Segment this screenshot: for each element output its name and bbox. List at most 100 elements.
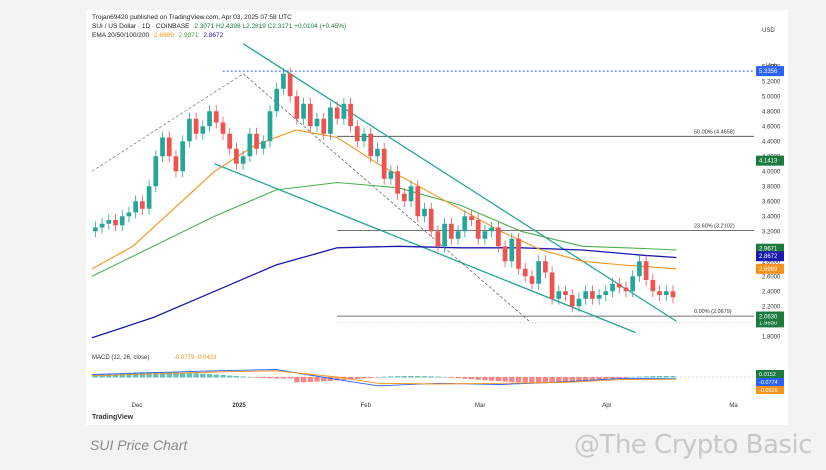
macd-bar-39 (354, 377, 360, 379)
tradingview-logo: TradingView (92, 414, 134, 421)
macd-bar-34 (321, 377, 327, 382)
low-value-text: 1.9850 (759, 320, 778, 326)
candle-body-9 (153, 156, 159, 187)
high-label: High (766, 63, 777, 69)
macd-bar-46 (401, 376, 408, 378)
candle-body-83 (650, 280, 656, 292)
candle-body-72 (576, 298, 582, 307)
candle-body-15 (193, 118, 199, 134)
macd-bar-82 (643, 376, 649, 378)
macd-tag-0 (756, 370, 784, 378)
high-value-text: 5.3356 (759, 69, 778, 75)
ema20-value: 2.6989 (153, 32, 174, 39)
macd-bar-12 (173, 372, 179, 378)
macd-tag-1 (756, 378, 784, 386)
y-tick-label-13: 2.8000 (762, 259, 781, 265)
x-tick-label-5: Ma (729, 403, 738, 409)
macd-bar-65 (529, 377, 535, 383)
macd-bar-86 (670, 376, 676, 378)
macd-bar-3 (112, 373, 119, 378)
macd-bar-83 (650, 376, 656, 378)
y-tick-label-2: 5.0000 (762, 94, 781, 100)
macd-bar-81 (636, 376, 643, 378)
candle-body-24 (254, 133, 259, 149)
candle-body-25 (260, 141, 266, 149)
macd-bar-59 (488, 377, 495, 381)
macd-bar-66 (535, 377, 542, 383)
candle-body-85 (663, 291, 669, 295)
macd-tag-text-1: -0.0774 (759, 380, 778, 386)
currency-label: USD (762, 28, 775, 34)
fib-label-1: 23.60% (3.2102) (694, 223, 735, 229)
candle-body-32 (307, 103, 313, 127)
macd-bar-56 (468, 377, 475, 380)
macd-bar-47 (408, 376, 414, 378)
candle-body-18 (213, 111, 219, 123)
macd-bar-10 (159, 372, 166, 378)
macd-bar-80 (630, 376, 636, 378)
candle-body-62 (509, 238, 515, 262)
macd-bar-54 (455, 377, 461, 379)
fib-label-2: 0.00% (2.0679) (694, 309, 732, 315)
macd-bar-61 (502, 377, 508, 382)
macd-panel: 0.0152 -0.0774 -0.0926 (91, 369, 784, 394)
candle-body-13 (180, 141, 186, 172)
macd-bar-78 (616, 377, 622, 379)
macd-bar-41 (368, 377, 374, 378)
price-tag-3 (756, 263, 784, 274)
y-axis: 5.40005.20005.00004.80004.60004.40004.20… (762, 64, 781, 340)
macd-bar-51 (435, 376, 441, 378)
macd-bar-40 (361, 377, 367, 379)
trend-dashed-down (242, 73, 530, 322)
x-tick-label-1: 2025 (232, 403, 246, 409)
candle-body-30 (294, 96, 300, 119)
macd-bar-23 (247, 376, 253, 378)
candle-body-74 (590, 291, 595, 299)
price-chart-svg[interactable]: USD 5.40005.20005.00004.80004.60004.4000… (86, 10, 788, 425)
price-tag-4 (756, 311, 784, 322)
candle-body-77 (610, 283, 615, 292)
y-tick-label-4: 4.6000 (762, 124, 781, 130)
macd-bar-5 (126, 372, 132, 378)
low-value-tag (756, 317, 784, 328)
ema50-value: 2.9871 (178, 32, 199, 39)
candle-body-44 (388, 171, 394, 179)
candle-body-39 (354, 126, 360, 142)
ema200-line (91, 245, 677, 339)
macd-bar-32 (307, 377, 313, 382)
macd-bar-4 (119, 373, 125, 378)
candle-body-41 (368, 133, 374, 157)
candle-body-47 (408, 186, 414, 202)
candle-body-35 (328, 107, 333, 134)
candle-body-22 (240, 156, 246, 164)
macd-bar-70 (562, 377, 569, 382)
candle-body-73 (583, 291, 589, 299)
macd-bar-55 (462, 377, 468, 379)
candle-body-70 (563, 291, 568, 295)
macd-bar-19 (220, 375, 226, 378)
ohlc-values: 2.3071 H2.4398 L2.2819 C2.3171 +0.0104 (… (194, 23, 347, 30)
symbol-name: SUI / US Dollar · 1D · COINBASE (92, 23, 190, 30)
brand-watermark: @The Crypto Basic (573, 430, 813, 460)
macd-bar-33 (314, 377, 320, 382)
macd-bar-69 (556, 377, 562, 383)
price-tag-text-1: 2.9671 (759, 247, 778, 253)
macd-bar-84 (656, 376, 663, 378)
macd-tag-2 (756, 386, 784, 394)
candle-body-14 (187, 118, 192, 142)
channel-lower (214, 163, 636, 334)
macd-bar-42 (374, 377, 381, 378)
candle-body-75 (596, 295, 602, 299)
macd-bar-24 (253, 377, 260, 378)
price-tags: High5.3356Low1.98504.14132.96712.86722.6… (222, 63, 784, 329)
candle-body-52 (442, 223, 447, 247)
macd-bar-74 (589, 377, 596, 381)
macd-values: -0.0779 -0.0423 (174, 355, 217, 361)
y-tick-label-15: 2.4000 (762, 289, 781, 295)
x-tick-label-0: Dec (132, 403, 143, 409)
macd-bar-0 (92, 375, 99, 378)
candle-body-79 (623, 287, 629, 292)
candle-body-64 (522, 268, 528, 277)
candle-body-8 (146, 186, 152, 209)
